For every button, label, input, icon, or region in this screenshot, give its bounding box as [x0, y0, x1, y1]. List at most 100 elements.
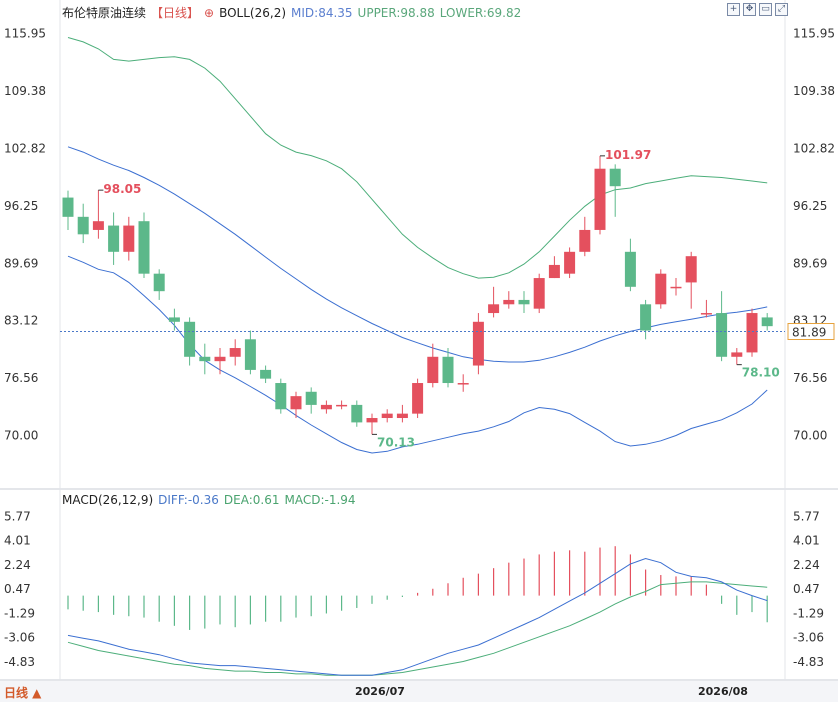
macd-tick-left: 5.77 [4, 509, 31, 523]
current-price-label: 81.89 [792, 326, 826, 340]
price-tick-left: 83.12 [4, 314, 38, 328]
macd-tick-right: 0.47 [793, 582, 820, 596]
candle-body [138, 221, 150, 274]
macd-tick-right: 4.01 [793, 534, 820, 548]
candle-body [199, 356, 211, 362]
candle-body [579, 229, 591, 252]
candle-body [442, 356, 454, 384]
price-tick-right: 96.25 [793, 199, 827, 213]
price-tick-right: 70.00 [793, 429, 827, 443]
period-tag[interactable]: 【日线】 [151, 6, 200, 20]
candle-body [609, 168, 621, 187]
low-marker-label: 70.13 [377, 435, 415, 449]
price-tick-left: 89.69 [4, 256, 38, 270]
candle-body [77, 216, 89, 235]
candle-body [457, 383, 469, 385]
candle-body [214, 356, 226, 362]
dea-line [67, 581, 768, 676]
macd-tick-right: 2.24 [793, 558, 820, 572]
candle-body [62, 197, 74, 217]
candle-body [351, 404, 363, 423]
candle-body [548, 264, 560, 279]
macd-tick-right: -3.06 [793, 631, 824, 645]
zoom-tool-icon[interactable]: ▭ [759, 3, 772, 16]
candle-body [290, 396, 302, 410]
diff-value: DIFF:-0.36 [158, 493, 219, 507]
macd-tick-left: 0.47 [4, 582, 31, 596]
candle-body [518, 299, 530, 305]
candle-body [503, 299, 515, 305]
macd-tick-left: -1.29 [4, 606, 35, 620]
candle-body [275, 383, 287, 410]
price-tick-left: 96.25 [4, 199, 38, 213]
boll-mid-line [67, 146, 768, 363]
crosshair-tool-icon[interactable]: + [727, 3, 740, 16]
low-marker-label: 78.10 [742, 366, 780, 380]
price-tick-left: 102.82 [4, 141, 46, 155]
candle-body [260, 369, 272, 379]
diff-line [67, 557, 768, 676]
macd-tick-left: -4.83 [4, 655, 35, 669]
candle-body [153, 273, 165, 292]
period-switch-button[interactable]: 日线 ▲ [4, 686, 42, 700]
price-tick-right: 109.38 [793, 84, 835, 98]
candle-body [564, 251, 576, 274]
candle-body [640, 304, 652, 331]
lower-value: LOWER:69.82 [439, 6, 522, 20]
macd-tick-left: -3.06 [4, 631, 35, 645]
macd-tick-right: -4.83 [793, 655, 824, 669]
price-tick-left: 109.38 [4, 84, 46, 98]
candle-body [168, 317, 180, 322]
fullscreen-icon[interactable]: ⤢ [775, 3, 788, 16]
candle-body [108, 225, 120, 252]
candle-body [320, 404, 332, 410]
boll-upper-line [67, 37, 768, 279]
candle-body [624, 251, 636, 287]
macd-value: MACD:-1.94 [284, 493, 356, 507]
macd-tick-left: 2.24 [4, 558, 31, 572]
candle-body [229, 348, 241, 357]
price-tick-right: 89.69 [793, 256, 827, 270]
candle-body [533, 278, 545, 309]
instrument-title: 布伦特原油连续 [62, 6, 147, 20]
price-header: 布伦特原油连续 【日线】 ⊕ BOLL(26,2) MID:84.35 UPPER:98.… [62, 4, 526, 21]
date-label: 2026/07 [355, 685, 405, 698]
bottom-bar [0, 681, 838, 702]
candle-body [396, 413, 408, 419]
candle-body [746, 313, 758, 353]
candle-body [92, 221, 104, 230]
macd-header: MACD(26,12,9) DIFF:-0.36 DEA:0.61 MACD:-1.9… [62, 493, 361, 507]
macd-title[interactable]: MACD(26,12,9) [62, 493, 154, 507]
candle-body [655, 273, 667, 305]
candle-body [700, 313, 712, 315]
candle-body [381, 413, 393, 419]
candle-body [670, 286, 682, 289]
dea-value: DEA:0.61 [223, 493, 280, 507]
date-label: 2026/08 [698, 685, 748, 698]
current-price-box [787, 323, 835, 341]
candle-body [472, 321, 484, 366]
candle-body [336, 404, 348, 407]
candle-body [427, 356, 439, 384]
candle-body [184, 321, 196, 357]
candle-body [685, 256, 697, 283]
candle-body [594, 168, 606, 230]
candle-body [123, 225, 135, 252]
price-tick-right: 102.82 [793, 141, 835, 155]
indicator-name[interactable]: BOLL(26,2) [219, 6, 287, 20]
pan-tool-icon[interactable]: ✥ [743, 3, 756, 16]
settings-gear-icon[interactable]: ⊕ [204, 6, 215, 20]
candle-body [716, 313, 728, 357]
candle-body [366, 418, 378, 423]
price-tick-left: 76.56 [4, 371, 38, 385]
price-tick-left: 115.95 [4, 27, 46, 41]
macd-tick-right: 5.77 [793, 509, 820, 523]
macd-tick-right: -1.29 [793, 606, 824, 620]
price-tick-right: 115.95 [793, 27, 835, 41]
high-marker-label: 98.05 [103, 182, 141, 196]
candle-body [244, 339, 256, 370]
price-tick-left: 70.00 [4, 429, 38, 443]
candle-body [761, 317, 773, 327]
